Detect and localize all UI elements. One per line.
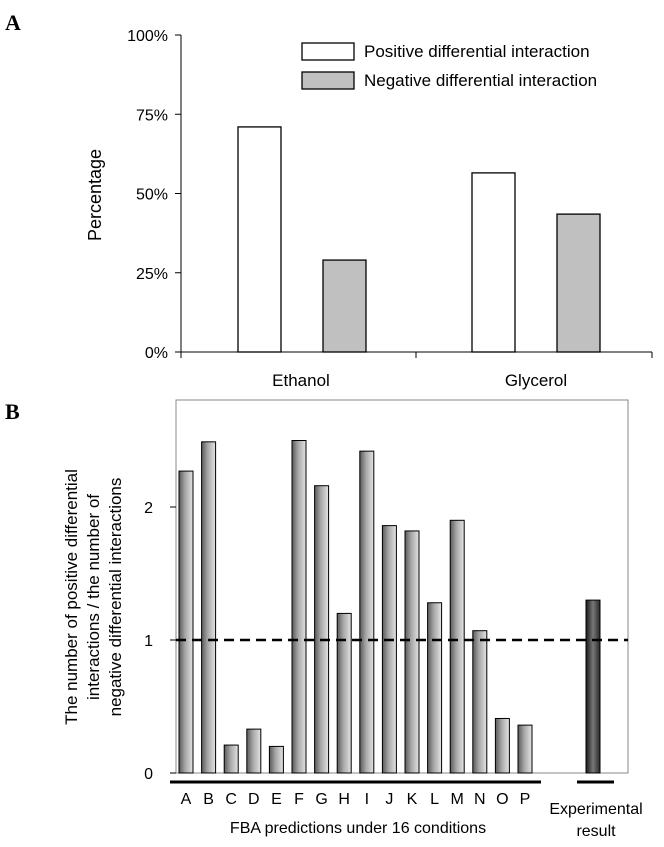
panel-label-b: B [5,399,20,424]
chart-b-plot-frame [175,399,629,774]
chart-b-bar-m [449,519,465,774]
chart-a-bar-glycerol-positive [471,172,516,353]
chart-b-category-label: I [365,791,369,808]
fba-group-label: FBA predictions under 16 conditions [230,820,486,837]
chart-b-bar-l [427,602,443,774]
chart-b-bar-j [381,525,397,774]
chart-a-ytick-label: 50% [136,187,168,204]
legend-label-negative: Negative differential interaction [364,71,597,90]
chart-b-category-label: L [430,791,439,808]
legend-swatch-positive [301,42,355,61]
chart-b-category-label: D [248,791,260,808]
chart-b-bar-n [472,630,488,774]
chart-b-category-label: F [294,791,304,808]
chart-b-y-title-line-3: negative differential interactions [106,478,125,717]
chart-b-category-label: H [338,791,350,808]
chart-b-category-label: K [407,791,418,808]
chart-a-bar-ethanol-positive [237,126,282,353]
panel-label-a: A [5,10,21,35]
legend-label-positive: Positive differential interaction [364,42,590,61]
chart-b-bar-b [201,441,217,774]
chart-a-ytick-label: 0% [145,345,168,362]
chart-b-bar-d [246,728,262,774]
chart-b-bar-h [336,612,352,774]
chart-b-category-label: G [315,791,327,808]
chart-b-ytick-label: 1 [144,633,153,650]
legend-swatch-negative [301,71,355,90]
chart-a-bar-glycerol-negative [556,213,601,353]
chart-a-bar-ethanol-negative [322,259,367,353]
chart-b-bar-o [494,717,510,774]
chart-b-category-label: C [225,791,237,808]
chart-b-bar-experimental [585,599,601,774]
chart-a-ytick-label: 75% [136,107,168,124]
chart-b-ytick-label: 2 [144,500,153,517]
chart-b-bar-f [291,440,307,774]
chart-a-ytick-label: 100% [127,28,168,45]
chart-b-category-label: J [385,791,393,808]
chart-b-category-label: P [520,791,531,808]
chart-b-category-label: O [496,791,508,808]
chart-b-category-label: E [271,791,282,808]
experimental-label-line-1: Experimental [549,801,642,818]
chart-a: 0% 25% 50% 75% 100% Ethanol Glycerol Percenta… [85,28,653,390]
experimental-label-line-2: result [576,823,616,840]
chart-b-bar-a [178,470,194,774]
chart-a-category-label: Glycerol [505,371,567,390]
chart-b-bar-p [517,724,533,774]
chart-b-y-title-line-2: interactions / the number of [84,494,103,700]
chart-b-category-label: A [181,791,192,808]
chart-b-bar-c [223,744,239,774]
chart-b-ytick-label: 0 [144,766,153,783]
chart-b-bar-k [404,530,420,774]
chart-a-ytick-label: 25% [136,266,168,283]
chart-b-bar-i [359,450,375,774]
chart-a-category-label: Ethanol [272,371,330,390]
chart-b-category-label: B [203,791,214,808]
chart-a-y-axis-title: Percentage [85,149,105,241]
chart-b-category-label: N [474,791,486,808]
chart-b-y-title-line-1: The number of positive differential [62,469,81,725]
chart-b-category-label: M [451,791,464,808]
chart-b-bar-e [268,745,284,774]
chart-b-bar-g [314,485,330,774]
